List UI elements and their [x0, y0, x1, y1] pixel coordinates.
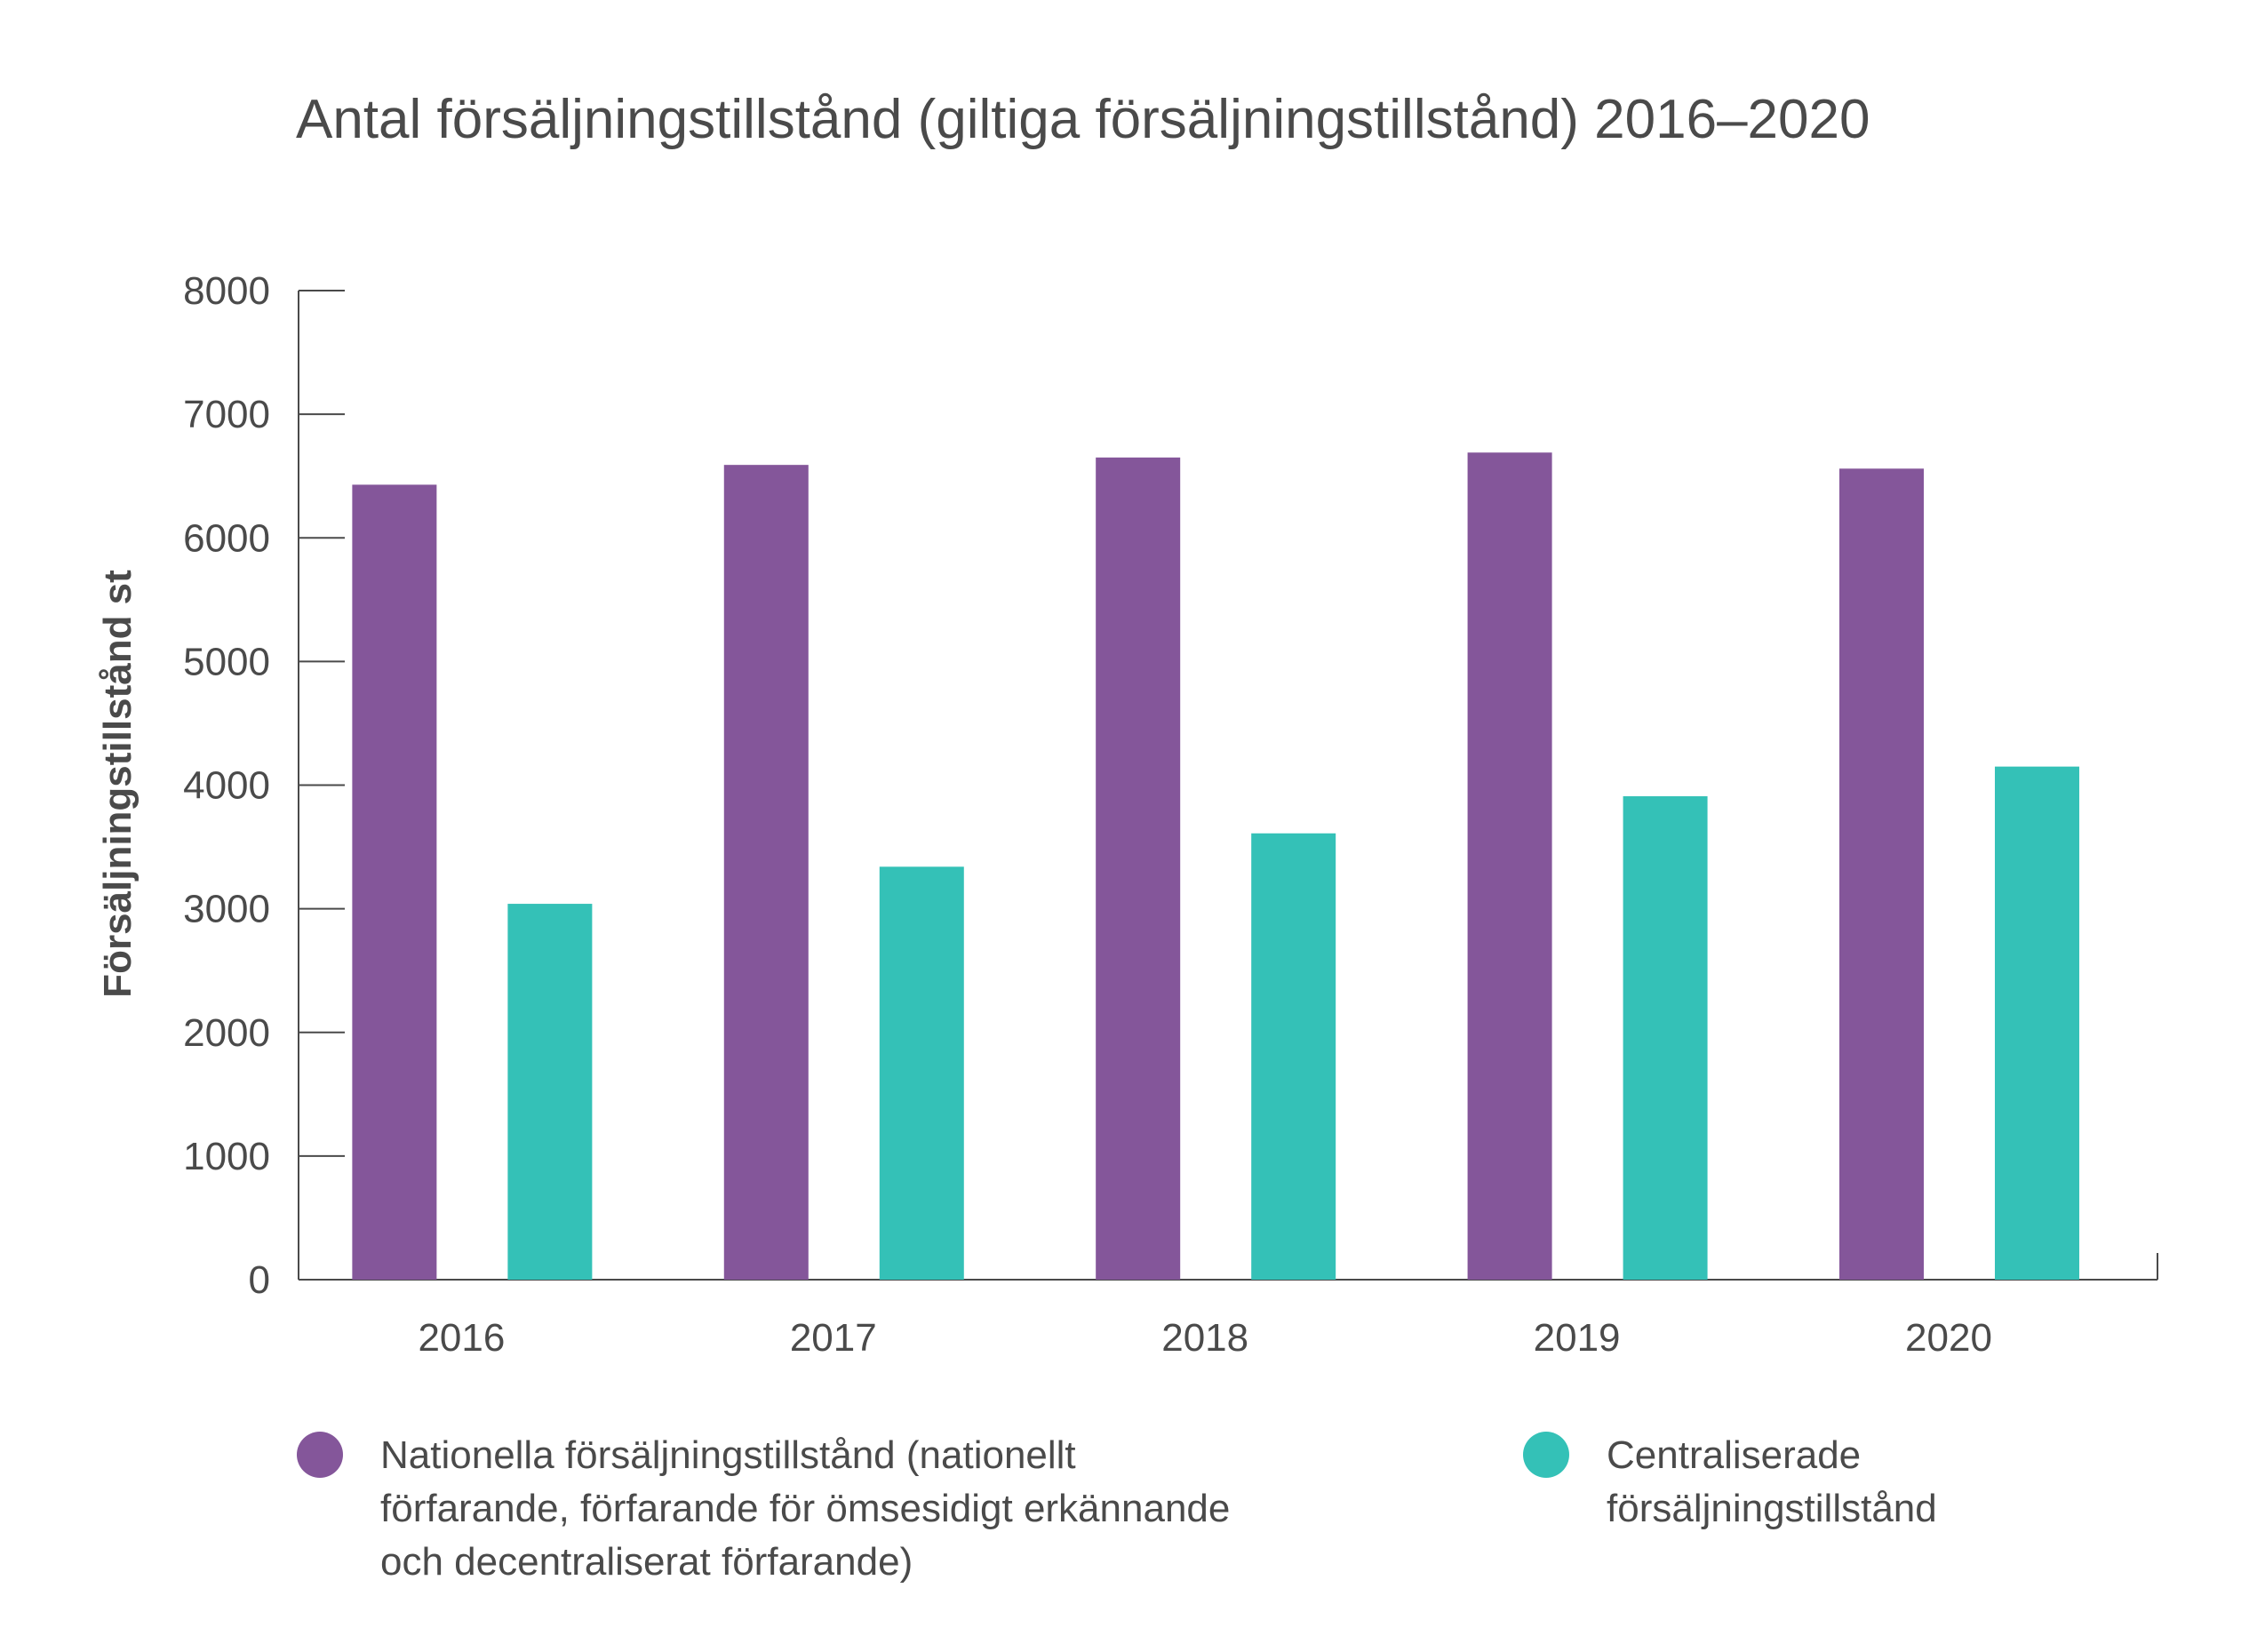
- bar-2017-series-2: [879, 866, 964, 1280]
- y-tick-label: 2000: [183, 1011, 270, 1055]
- legend-label: försäljningstillstånd: [1607, 1487, 1937, 1530]
- bar-2020-series-2: [1994, 766, 2079, 1280]
- legend-item-2: Centraliserade försäljningstillstånd: [1523, 1432, 1937, 1530]
- x-tick-label: 2019: [1534, 1316, 1621, 1360]
- y-tick-label: 7000: [183, 393, 270, 436]
- legend-swatch: [297, 1432, 343, 1478]
- bar-2019-series-2: [1623, 796, 1708, 1280]
- bars: [352, 452, 2079, 1280]
- x-tick-label: 2020: [1905, 1316, 1992, 1360]
- y-tick-label: 0: [249, 1258, 270, 1302]
- legend: Nationella försäljningstillstånd (nation…: [297, 1432, 1937, 1584]
- y-tick-label: 6000: [183, 516, 270, 560]
- x-tick-label: 2016: [418, 1316, 505, 1360]
- y-tick-label: 5000: [183, 640, 270, 683]
- legend-swatch: [1523, 1432, 1569, 1478]
- y-tick-labels: 0 1000 2000 3000 4000 5000 6000 7000 8000: [183, 269, 270, 1302]
- bar-2018-series-1: [1096, 457, 1181, 1280]
- y-axis-label: Försäljningstillstånd st: [96, 570, 140, 998]
- legend-label: och decentraliserat förfarande): [380, 1540, 913, 1584]
- bar-2018-series-2: [1251, 833, 1336, 1280]
- bar-2020-series-1: [1838, 468, 1924, 1280]
- legend-label: förfarande, förfarande för ömsesidigt er…: [380, 1487, 1230, 1530]
- x-tick-label: 2018: [1161, 1316, 1248, 1360]
- x-tick-label: 2017: [790, 1316, 877, 1360]
- y-tick-label: 4000: [183, 764, 270, 808]
- bar-2016-series-2: [507, 904, 593, 1280]
- legend-item-1: Nationella försäljningstillstånd (nation…: [297, 1432, 1230, 1584]
- y-tick-label: 8000: [183, 269, 270, 313]
- chart-title: Antal försäljningstillstånd (giltiga för…: [296, 89, 1870, 150]
- bar-2016-series-1: [352, 484, 437, 1280]
- y-tick-label: 3000: [183, 888, 270, 931]
- legend-label: Nationella försäljningstillstånd (nation…: [380, 1433, 1076, 1477]
- bar-2019-series-1: [1467, 452, 1552, 1280]
- x-tick-labels: 2016 2017 2018 2019 2020: [418, 1316, 1991, 1360]
- y-tick-label: 1000: [183, 1135, 270, 1178]
- legend-label: Centraliserade: [1607, 1433, 1861, 1477]
- bar-2017-series-1: [723, 465, 809, 1280]
